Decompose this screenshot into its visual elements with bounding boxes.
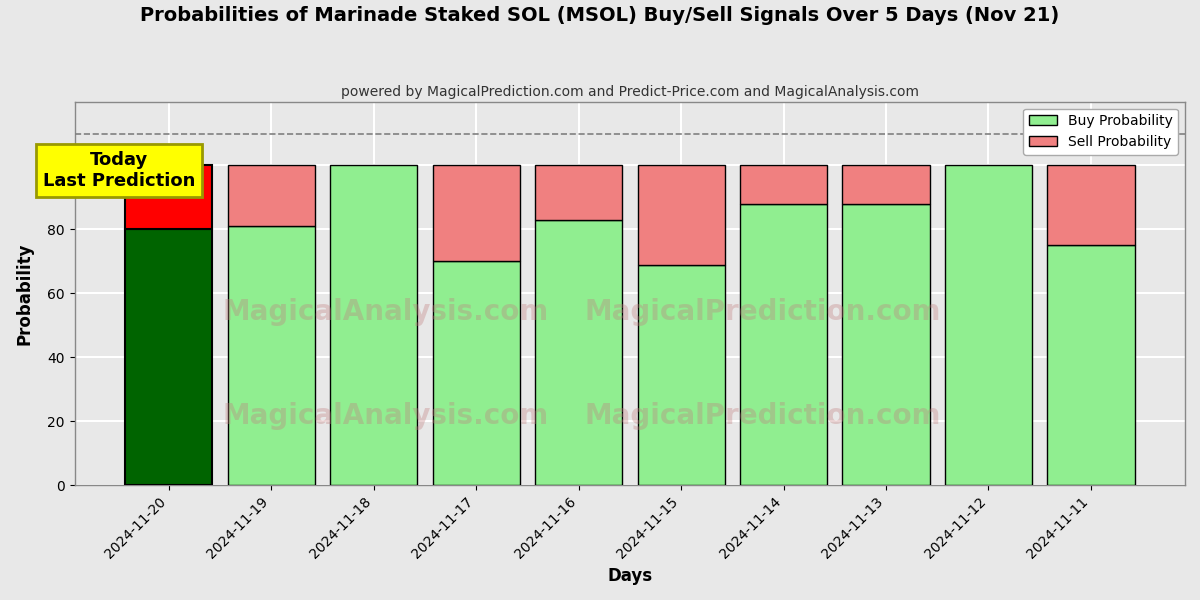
Text: MagicalAnalysis.com: MagicalAnalysis.com bbox=[222, 298, 548, 326]
Bar bbox=[1048, 166, 1134, 245]
Bar bbox=[432, 166, 520, 262]
Bar bbox=[432, 262, 520, 485]
Bar bbox=[740, 204, 827, 485]
Bar bbox=[842, 166, 930, 204]
Y-axis label: Probability: Probability bbox=[16, 242, 34, 344]
Bar bbox=[125, 166, 212, 229]
Text: MagicalPrediction.com: MagicalPrediction.com bbox=[584, 298, 941, 326]
Bar bbox=[125, 229, 212, 485]
Text: Probabilities of Marinade Staked SOL (MSOL) Buy/Sell Signals Over 5 Days (Nov 21: Probabilities of Marinade Staked SOL (MS… bbox=[140, 6, 1060, 25]
Text: MagicalAnalysis.com: MagicalAnalysis.com bbox=[222, 402, 548, 430]
Bar bbox=[842, 204, 930, 485]
Bar bbox=[228, 226, 314, 485]
Bar bbox=[944, 166, 1032, 485]
Bar bbox=[330, 166, 418, 485]
Bar bbox=[740, 166, 827, 204]
Bar bbox=[1048, 245, 1134, 485]
Legend: Buy Probability, Sell Probability: Buy Probability, Sell Probability bbox=[1024, 109, 1178, 155]
Bar bbox=[228, 166, 314, 226]
Title: powered by MagicalPrediction.com and Predict-Price.com and MagicalAnalysis.com: powered by MagicalPrediction.com and Pre… bbox=[341, 85, 919, 99]
Bar bbox=[535, 166, 622, 220]
Bar bbox=[535, 220, 622, 485]
Text: Today
Last Prediction: Today Last Prediction bbox=[43, 151, 196, 190]
Bar bbox=[637, 265, 725, 485]
X-axis label: Days: Days bbox=[607, 567, 653, 585]
Bar bbox=[637, 166, 725, 265]
Text: MagicalPrediction.com: MagicalPrediction.com bbox=[584, 402, 941, 430]
